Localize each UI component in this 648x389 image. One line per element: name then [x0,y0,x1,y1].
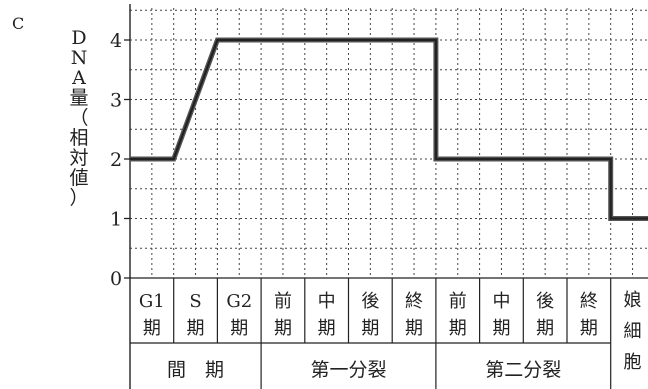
group-label: 第二分裂 [485,359,561,381]
labels: G1期S期G2期前期中期後期終期前期中期後期終期娘細胞間 期第一分裂 第二分裂01… [110,30,642,381]
phase-label-bottom: 期 [449,318,467,339]
y-tick-label: 2 [110,149,122,171]
phase-label-middle: 細 [624,321,642,342]
phase-label-top: 後 [361,291,379,312]
y-tick-label: 1 [110,209,122,231]
phase-label-top: 前 [274,291,292,312]
group-label: 第一分裂 [310,359,386,381]
phase-label-bottom: 期 [361,318,379,339]
phase-label-bottom: 期 [187,318,205,339]
phase-label-top: G1 [139,291,165,312]
phase-label-top: 後 [536,291,554,312]
phase-label-top: S [189,291,201,312]
phase-label-top: 前 [449,291,467,312]
y-tick-label: 4 [110,30,122,52]
phase-label-top: 中 [492,291,510,312]
y-tick-label: 0 [110,268,122,290]
axes [124,4,130,389]
phase-label-bottom: 期 [274,318,292,339]
phase-label-bottom: 期 [318,318,336,339]
phase-label-bottom: 期 [536,318,554,339]
phase-label-top: G2 [226,291,252,312]
group-label: 間 期 [167,359,224,381]
phase-label-bottom: 期 [580,318,598,339]
y-tick-label: 3 [110,90,122,112]
phase-label-bottom: 期 [492,318,510,339]
phase-label-bottom: 期 [230,318,248,339]
phase-label-bottom: 胞 [624,352,642,373]
phase-label-bottom: 期 [143,318,161,339]
phase-label-top: 娘 [624,290,642,311]
phase-label-top: 中 [318,291,336,312]
phase-label-top: 終 [405,291,423,312]
grid [130,8,648,278]
phase-label-top: 終 [580,291,598,312]
phase-label-bottom: 期 [405,318,423,339]
